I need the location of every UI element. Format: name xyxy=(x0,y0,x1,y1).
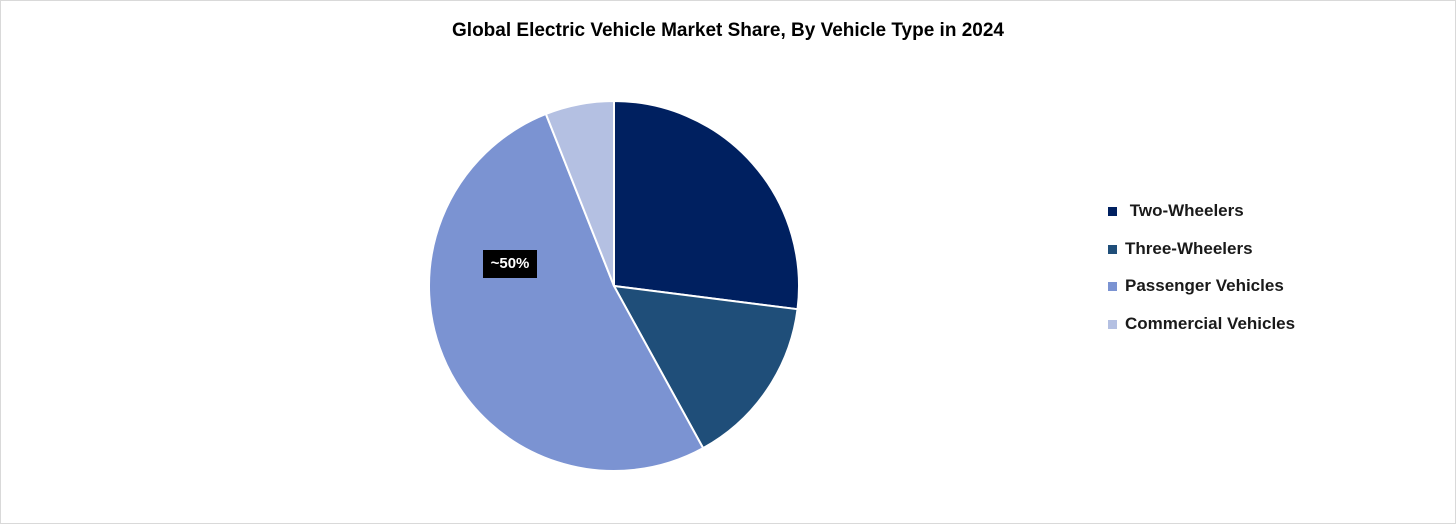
pie-slice-passenger-vehicles xyxy=(428,112,705,472)
legend-swatch xyxy=(1108,244,1117,254)
pie-slice-two-wheelers xyxy=(613,100,800,311)
legend-label: Commercial Vehicles xyxy=(1125,313,1296,333)
legend-label: Passenger Vehicles xyxy=(1125,276,1284,295)
legend-label: Three-Wheelers xyxy=(1125,238,1253,258)
pie-slice-commercial-vehicles xyxy=(544,100,615,287)
data-label-passenger-vehicles: ~50% xyxy=(483,250,537,278)
data-label-text: ~50% xyxy=(490,255,530,272)
legend-swatch xyxy=(1108,207,1117,216)
pie-slice-three-wheelers xyxy=(613,285,799,450)
legend-label: Two-Wheelers xyxy=(1125,201,1244,220)
legend-swatch xyxy=(1108,319,1117,329)
chart-title: Global Electric Vehicle Market Share, By… xyxy=(452,20,1004,41)
legend-swatch xyxy=(1108,282,1117,291)
